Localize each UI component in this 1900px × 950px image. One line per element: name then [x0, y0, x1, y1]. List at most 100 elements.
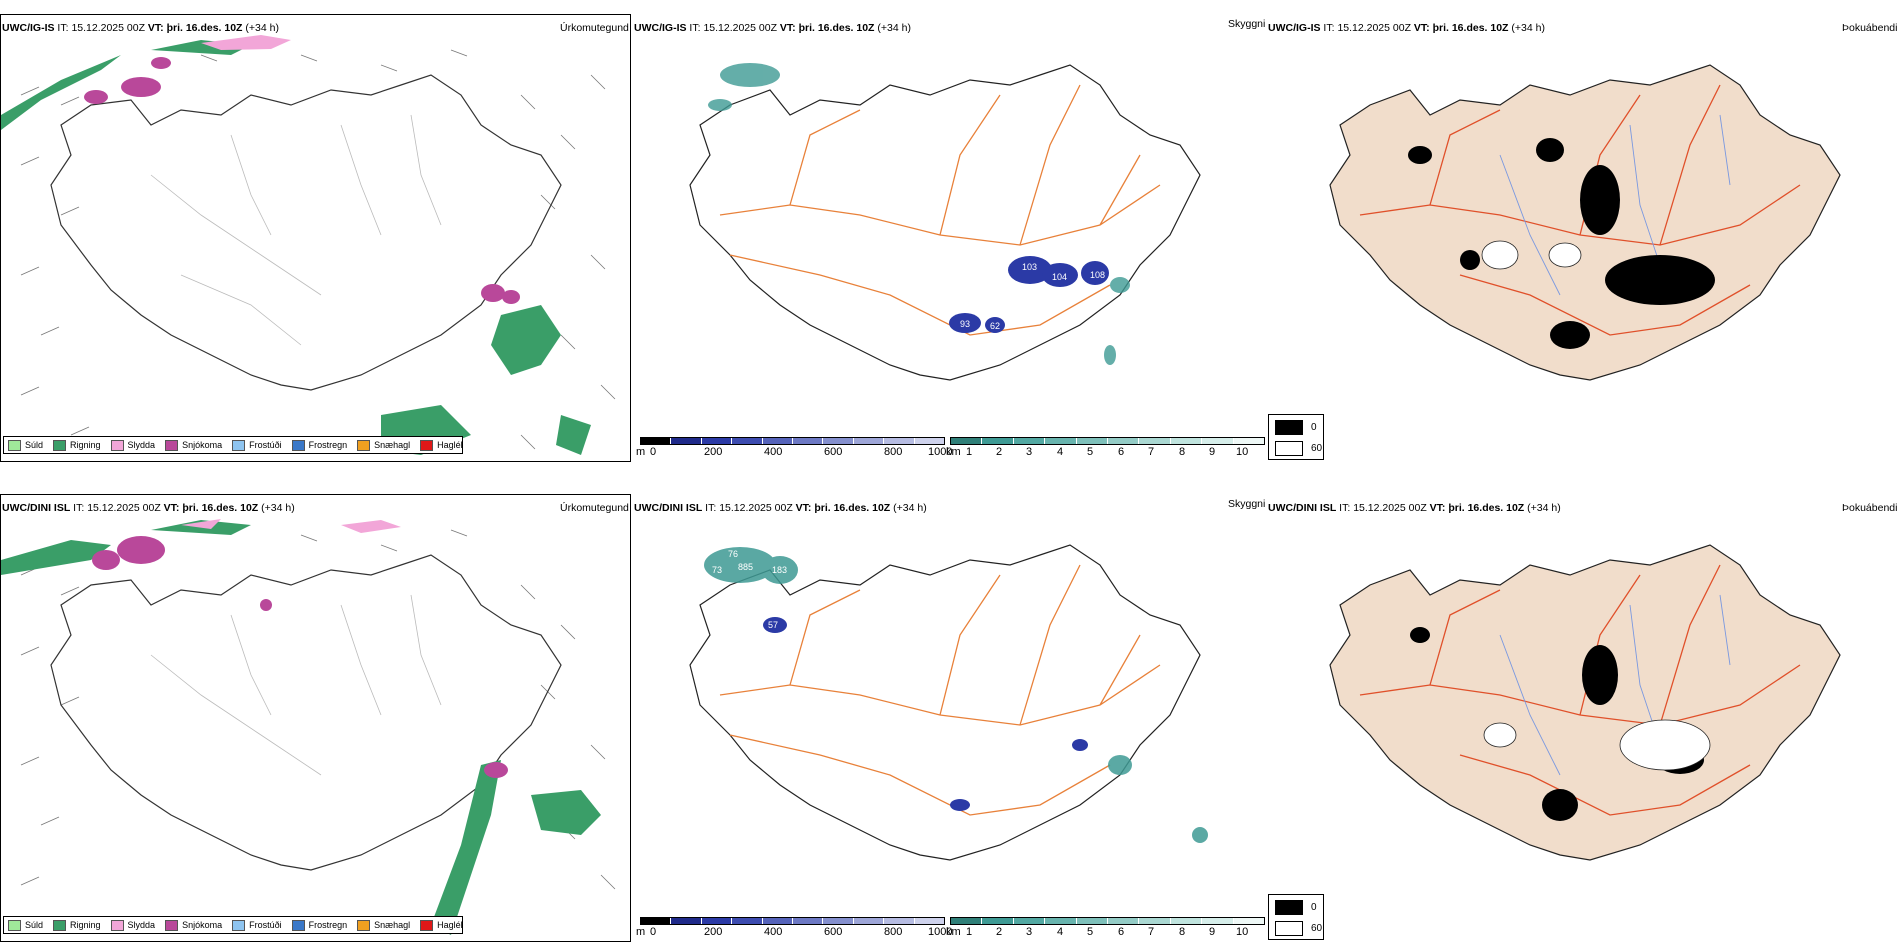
it-value: 15.12.2025 00Z — [1353, 502, 1427, 514]
cloud-label: 73 — [712, 565, 722, 575]
road-network — [719, 564, 1161, 816]
legend-item-frostudi: Frostúði — [232, 439, 282, 451]
legend-item-drizzle: Súld — [8, 439, 43, 451]
it-value: 15.12.2025 00Z — [87, 502, 161, 514]
vis-colorbar-ticks: km 1 2 3 4 5 6 7 8 9 10 — [946, 446, 1249, 458]
vt-value: þri. 16.des. 10Z — [1448, 502, 1525, 514]
vt-label: VT: — [147, 22, 164, 34]
it-value: 15.12.2025 00Z — [719, 502, 793, 514]
vis-title: Skyggni — [1228, 498, 1266, 510]
vis-unit: km — [946, 446, 961, 458]
vis-colorbar — [950, 437, 1265, 445]
precip-snow — [84, 57, 520, 304]
wind-barbs — [20, 529, 616, 890]
it-label: IT: — [705, 502, 717, 514]
legend-item-snaehagl: Snæhagl — [357, 919, 410, 931]
vt-value: þri. 16.des. 10Z — [1432, 22, 1509, 34]
legend-item-sleet: Slydda — [110, 919, 155, 931]
cloud-labels: 103 104 108 93 62 11 — [960, 262, 1105, 331]
fog-title: Þokuábendi — [1842, 502, 1898, 514]
iceland-outline — [689, 544, 1201, 861]
legend-item-rain: Rigning — [53, 919, 101, 931]
fog-low — [1483, 719, 1711, 771]
it-value: 15.12.2025 00Z — [703, 22, 777, 34]
it-label: IT: — [1323, 22, 1335, 34]
it-label: IT: — [73, 502, 85, 514]
cloud-colorbar — [640, 917, 945, 925]
it-value: 15.12.2025 00Z — [1337, 22, 1411, 34]
vis-map-header: UWC/IG-IS IT: 15.12.2025 00Z VT: þri. 16… — [634, 22, 911, 34]
legend-item-sleet: Slydda — [110, 439, 155, 451]
cloud-label: 57 — [768, 620, 778, 630]
fog-legend: 0 60 — [1268, 894, 1324, 940]
low-cloud — [949, 256, 1109, 333]
precip-sleet — [201, 35, 291, 50]
vis-title: Skyggni — [1228, 18, 1266, 30]
model-name: UWC/IG-IS — [1268, 22, 1321, 34]
vis-map: 76 73 885 183 57 — [689, 544, 1208, 861]
vt-value: þri. 16.des. 10Z — [814, 502, 891, 514]
row-1: UWC/IG-IS IT: 15.12.2025 00Z VT: þri. 16… — [0, 0, 1900, 470]
low-vis — [704, 547, 1208, 843]
cloud-label: 76 — [728, 549, 738, 559]
lead-time: (+34 h) — [893, 502, 927, 514]
roads — [1359, 564, 1801, 816]
legend-item-snow: Snjókoma — [165, 919, 222, 931]
it-label: IT: — [1339, 502, 1351, 514]
precip-title: Úrkomutegund — [560, 22, 629, 34]
precip-map-header: UWC/IG-IS IT: 15.12.2025 00Z VT: þri. 16… — [2, 22, 279, 34]
lead-time: (+34 h) — [877, 22, 911, 34]
vis-unit: km — [946, 926, 961, 938]
legend-item-hagl: Haglél — [420, 439, 463, 451]
precip-map-header: UWC/DINI ISL IT: 15.12.2025 00Z VT: þri.… — [2, 502, 295, 514]
precip-snow — [92, 536, 508, 778]
precip-map — [1, 519, 616, 935]
cloud-label: 93 — [960, 319, 970, 329]
cloud-colorbar-ticks: m 0 200 400 600 800 1000 — [636, 926, 953, 938]
low-cloud — [763, 617, 1088, 811]
cloud-label: 11 — [1018, 285, 1027, 295]
it-value: 15.12.2025 00Z — [71, 22, 145, 34]
model-name: UWC/DINI ISL — [1268, 502, 1337, 514]
model-name: UWC/IG-IS — [2, 22, 55, 34]
vis-map: 103 104 108 93 62 11 — [689, 63, 1201, 381]
iceland-outline — [50, 554, 562, 871]
cloud-unit: m — [636, 446, 646, 458]
precip-sleet — [181, 519, 401, 533]
cloud-label: 104 — [1052, 272, 1067, 282]
row-2: UWC/DINI ISL IT: 15.12.2025 00Z VT: þri.… — [0, 480, 1900, 950]
fog-title: Þokuábendi — [1842, 22, 1898, 34]
precip-map-frame — [0, 494, 631, 942]
cloud-unit: m — [636, 926, 646, 938]
legend-item-drizzle: Súld — [8, 919, 43, 931]
fog-low — [1481, 240, 1582, 270]
model-name: UWC/DINI ISL — [634, 502, 703, 514]
lead-time: (+34 h) — [261, 502, 295, 514]
vt-label: VT: — [779, 22, 796, 34]
fog-map — [1329, 544, 1841, 861]
vt-value: þri. 16.des. 10Z — [182, 502, 259, 514]
low-vis — [708, 63, 1130, 365]
lead-time: (+34 h) — [245, 22, 279, 34]
fog-legend-black: 0 — [1311, 422, 1317, 433]
model-name: UWC/DINI ISL — [2, 502, 71, 514]
rivers — [1499, 114, 1731, 296]
legend-item-frostudi: Frostúði — [232, 919, 282, 931]
lead-time: (+34 h) — [1527, 502, 1561, 514]
iceland-outline — [50, 74, 562, 391]
fog-legend-black: 0 — [1311, 902, 1317, 913]
lead-time: (+34 h) — [1511, 22, 1545, 34]
vis-map-header: UWC/DINI ISL IT: 15.12.2025 00Z VT: þri.… — [634, 502, 927, 514]
road-network — [719, 84, 1161, 336]
cloud-label: 62 — [990, 321, 1000, 331]
cloud-colorbar-ticks: m 0 200 400 600 800 1000 — [636, 446, 953, 458]
iceland-land — [1329, 544, 1841, 861]
cloud-label: 885 — [738, 562, 753, 572]
precip-legend: Súld Rigning Slydda Snjókoma Frostúði Fr… — [3, 436, 463, 454]
legend-item-frostregn: Frostregn — [291, 439, 347, 451]
precip-map — [1, 35, 616, 455]
fog-legend: 0 60 — [1268, 414, 1324, 460]
fog-legend-white: 60 — [1311, 923, 1323, 934]
cloud-labels: 76 73 885 183 57 — [712, 549, 787, 630]
vis-colorbar-ticks: km 1 2 3 4 5 6 7 8 9 10 — [946, 926, 1249, 938]
